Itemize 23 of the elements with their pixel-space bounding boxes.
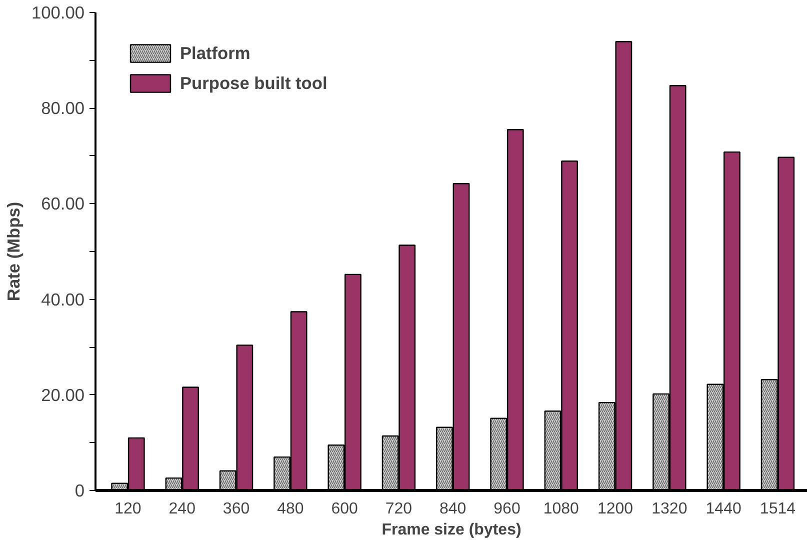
x-tick-label: 360 <box>222 500 250 518</box>
legend-label: Platform <box>180 42 250 64</box>
x-tick-label: 720 <box>385 500 412 518</box>
x-tick-label: 1320 <box>652 500 688 518</box>
legend-label: Purpose built tool <box>180 72 328 94</box>
x-tick-label: 120 <box>114 500 142 518</box>
x-tick-label: 1514 <box>760 500 796 518</box>
x-tick-label: 1200 <box>597 500 634 518</box>
y-tick-label: 100.00 <box>32 2 84 22</box>
x-tick-label: 1440 <box>706 500 742 518</box>
x-axis-title: Frame size (bytes) <box>382 522 522 538</box>
y-axis-title: Rate (Mbps) <box>4 202 24 302</box>
y-tick-label: 0 <box>74 480 85 500</box>
y-tick-label: 80.00 <box>41 98 85 118</box>
x-tick-label: 240 <box>168 500 196 518</box>
x-tick-label: 600 <box>331 500 358 518</box>
x-tick-label: 1080 <box>543 500 580 518</box>
x-tick-label: 480 <box>277 500 304 518</box>
y-tick-label: 40.00 <box>41 289 85 310</box>
y-tick-label: 60.00 <box>41 194 85 214</box>
y-tick-label: 20.00 <box>41 384 85 405</box>
x-tick-label: 840 <box>440 500 466 518</box>
x-tick-label: 960 <box>494 500 520 518</box>
